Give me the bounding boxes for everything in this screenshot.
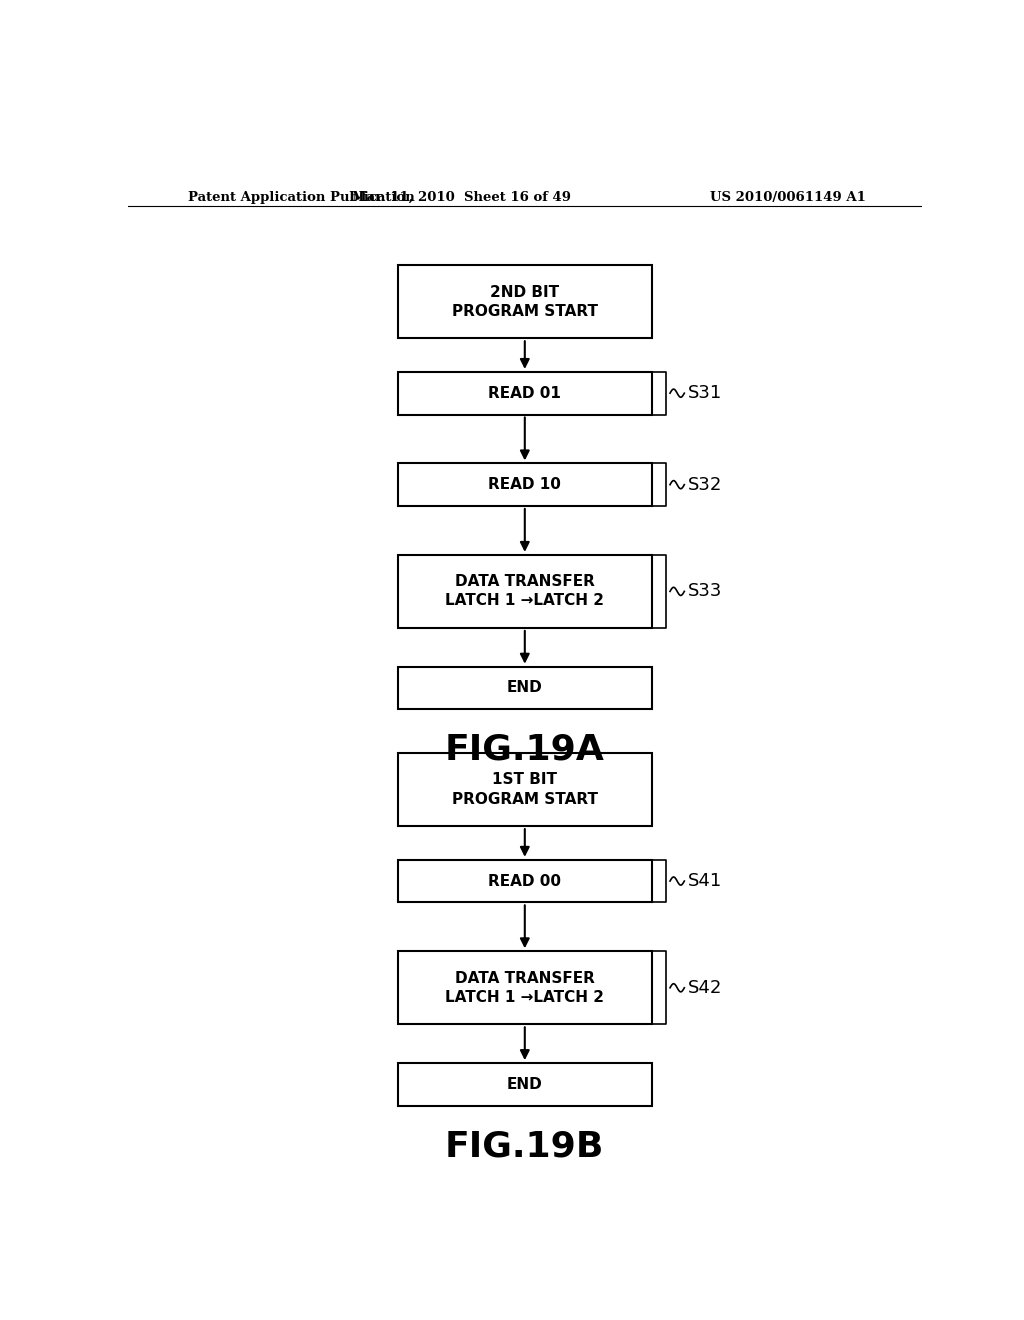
Text: S41: S41 [687, 873, 722, 890]
Text: READ 01: READ 01 [488, 385, 561, 401]
Bar [397, 952, 651, 1024]
Text: Mar. 11, 2010  Sheet 16 of 49: Mar. 11, 2010 Sheet 16 of 49 [352, 190, 570, 203]
Bar [397, 372, 651, 414]
Text: END: END [507, 680, 543, 696]
Text: FIG.19A: FIG.19A [444, 733, 605, 767]
Text: US 2010/0061149 A1: US 2010/0061149 A1 [711, 190, 866, 203]
Bar [397, 1063, 651, 1106]
Bar [397, 554, 651, 628]
Text: READ 00: READ 00 [488, 874, 561, 888]
Text: FIG.19B: FIG.19B [445, 1129, 604, 1163]
Text: Patent Application Publication: Patent Application Publication [187, 190, 415, 203]
Text: READ 10: READ 10 [488, 477, 561, 492]
Bar [397, 859, 651, 903]
Text: 2ND BIT
PROGRAM START: 2ND BIT PROGRAM START [452, 285, 598, 319]
Bar [397, 752, 651, 826]
Text: DATA TRANSFER
LATCH 1 →LATCH 2: DATA TRANSFER LATCH 1 →LATCH 2 [445, 970, 604, 1005]
Text: 1ST BIT
PROGRAM START: 1ST BIT PROGRAM START [452, 772, 598, 807]
Bar [397, 463, 651, 506]
Bar [397, 667, 651, 709]
Text: END: END [507, 1077, 543, 1092]
Text: S42: S42 [687, 979, 722, 997]
Text: S32: S32 [687, 475, 722, 494]
Text: S33: S33 [687, 582, 722, 601]
Text: S31: S31 [687, 384, 722, 403]
Bar [397, 265, 651, 338]
Text: DATA TRANSFER
LATCH 1 →LATCH 2: DATA TRANSFER LATCH 1 →LATCH 2 [445, 574, 604, 609]
